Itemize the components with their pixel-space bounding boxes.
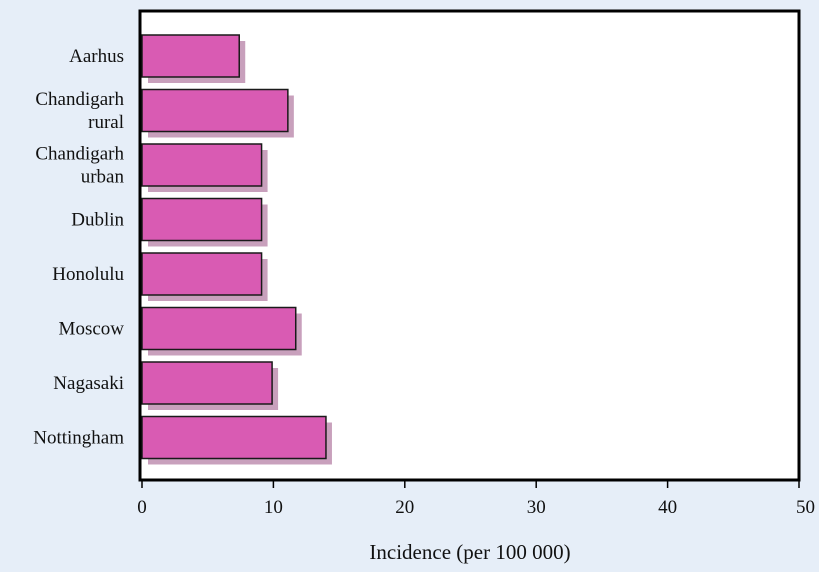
category-label: Moscow — [59, 319, 125, 340]
category-label: Nottingham — [33, 428, 124, 449]
bar — [141, 361, 273, 405]
category-label: Aarhus — [69, 46, 124, 67]
bar — [141, 197, 263, 242]
category-label: Chandigarh — [35, 144, 124, 165]
category-label: Chandigarh — [35, 89, 124, 110]
bar — [141, 143, 263, 187]
x-axis: 0 10 20 30 40 50 — [137, 480, 815, 518]
bar — [141, 415, 327, 460]
x-tick-label: 50 — [796, 497, 815, 518]
bar — [141, 34, 240, 78]
x-tick-label: 10 — [264, 497, 283, 518]
category-label: Honolulu — [52, 264, 124, 285]
plot-frame — [138, 9, 801, 482]
x-tick-label: 30 — [527, 497, 546, 518]
category-label: Nagasaki — [53, 373, 124, 394]
bar — [141, 306, 297, 351]
bars — [141, 34, 327, 460]
x-tick-label: 0 — [137, 497, 147, 518]
category-labels: AarhusChandigarhruralChandigarhurbanDubl… — [33, 46, 124, 449]
category-label: rural — [88, 112, 124, 133]
category-label: urban — [81, 167, 125, 188]
category-label: Dublin — [71, 210, 124, 231]
bar — [141, 252, 263, 296]
bar — [141, 88, 289, 133]
x-tick-label: 20 — [395, 497, 414, 518]
x-axis-title: Incidence (per 100 000) — [369, 540, 570, 564]
x-tick-label: 40 — [658, 497, 677, 518]
